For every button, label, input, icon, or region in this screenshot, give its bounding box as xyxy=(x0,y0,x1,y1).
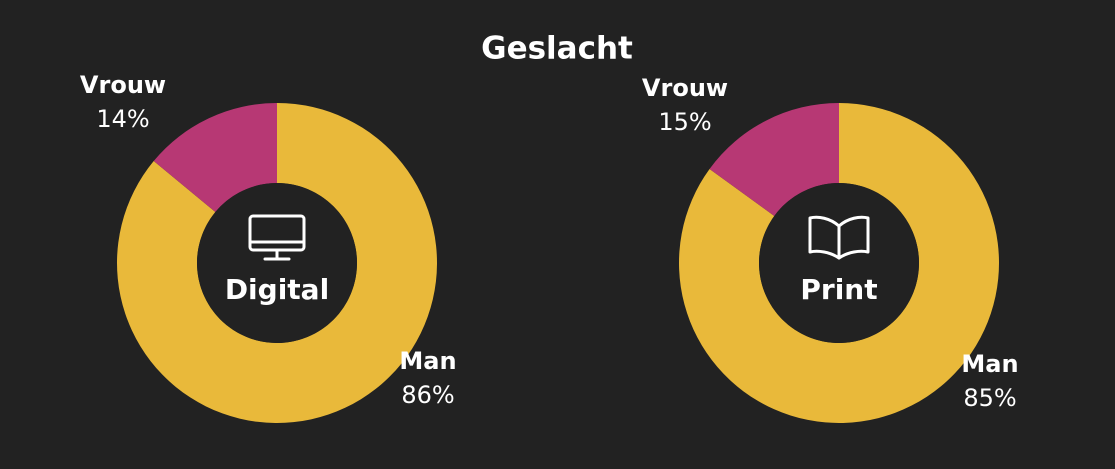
donut-slice xyxy=(153,103,277,213)
donut-hole xyxy=(197,183,357,343)
slice-label: Vrouw xyxy=(80,71,166,99)
slice-value-label: 86% xyxy=(401,381,454,409)
slice-value-label: 14% xyxy=(96,105,149,133)
slice-value-label: 15% xyxy=(658,108,711,136)
donut-hole xyxy=(759,183,919,343)
slice-value-label: 85% xyxy=(963,384,1016,412)
donut-slice xyxy=(709,103,839,216)
donut-slice xyxy=(116,103,437,424)
center-label: Digital xyxy=(225,273,329,306)
slice-label: Vrouw xyxy=(642,74,728,102)
chart-title: Geslacht xyxy=(481,31,633,67)
center-label: Print xyxy=(800,273,877,306)
donut-slice xyxy=(679,103,999,423)
icons xyxy=(248,214,870,261)
slice-label: Man xyxy=(399,347,456,375)
slice-label: Man xyxy=(961,350,1018,378)
